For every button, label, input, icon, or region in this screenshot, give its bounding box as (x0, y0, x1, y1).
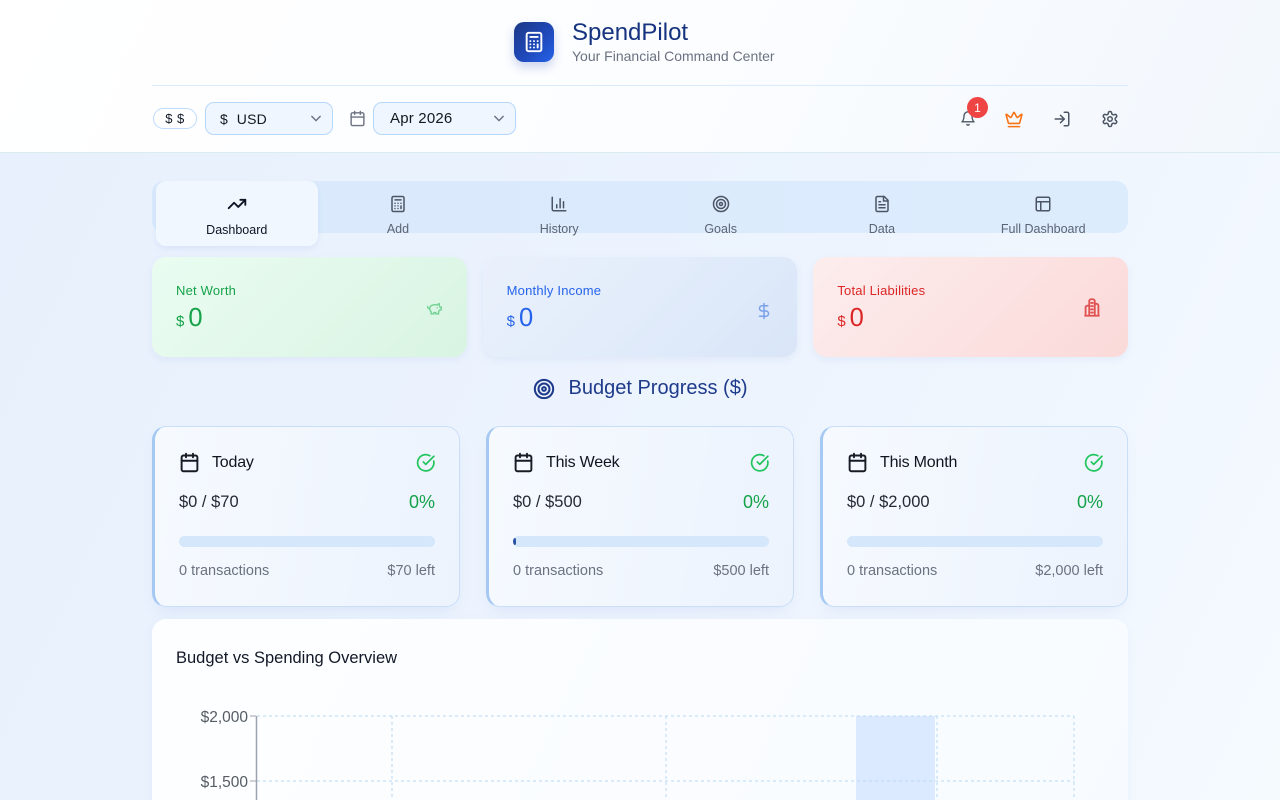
svg-text:$1,500: $1,500 (201, 774, 249, 791)
svg-text:$2,000: $2,000 (201, 709, 249, 726)
